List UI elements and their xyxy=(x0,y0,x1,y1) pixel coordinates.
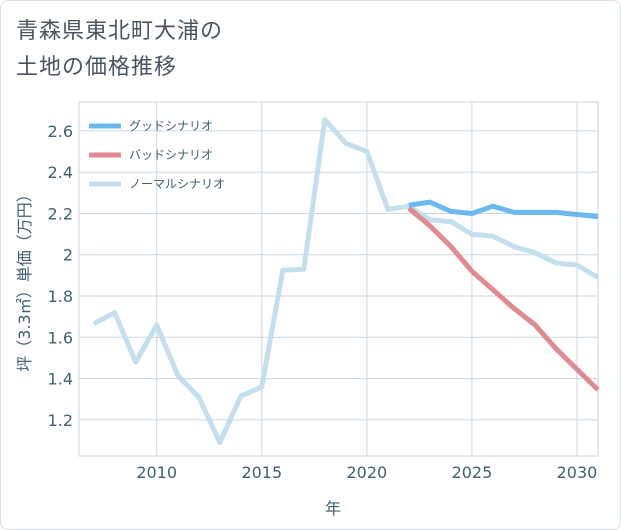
y-tick-label: 1.6 xyxy=(48,328,73,347)
y-tick-label: 1.2 xyxy=(48,411,73,430)
series-line xyxy=(92,117,600,446)
series-lines xyxy=(92,117,600,446)
legend-label: ノーマルシナリオ xyxy=(129,177,225,191)
y-tick-label: 2.2 xyxy=(48,204,73,223)
plot-area-border xyxy=(78,101,599,457)
y-tick-label: 2.4 xyxy=(48,163,73,182)
legend-label: バッドシナリオ xyxy=(129,148,213,162)
x-tick-label: 2025 xyxy=(452,463,493,482)
y-tick-label: 2.6 xyxy=(48,122,73,141)
y-tick-label: 2 xyxy=(63,246,73,265)
y-tick-labels: 1.2 1.4 1.6 1.8 2 2.2 2.4 2.6 xyxy=(48,122,73,430)
title-line-1: 青森県東北町大浦の xyxy=(16,19,224,44)
grid-lines xyxy=(79,102,598,456)
x-tick-label: 2015 xyxy=(241,463,282,482)
x-tick-label: 2030 xyxy=(557,463,598,482)
y-axis-label: 坪（3.3㎡）単価（万円） xyxy=(15,186,34,371)
legend-label: グッドシナリオ xyxy=(129,119,213,133)
chart-title: 青森県東北町大浦の 土地の価格推移 xyxy=(16,14,223,86)
title-line-2: 土地の価格推移 xyxy=(16,55,178,80)
x-tick-label: 2020 xyxy=(347,463,388,482)
series-line xyxy=(407,206,600,392)
series-line xyxy=(408,199,599,220)
x-axis-label: 年 xyxy=(325,499,341,518)
y-tick-label: 1.8 xyxy=(48,287,73,306)
x-tick-label: 2010 xyxy=(136,463,177,482)
y-tick-label: 1.4 xyxy=(48,370,73,389)
x-tick-labels: 2010 2015 2020 2025 2030 xyxy=(136,463,597,482)
